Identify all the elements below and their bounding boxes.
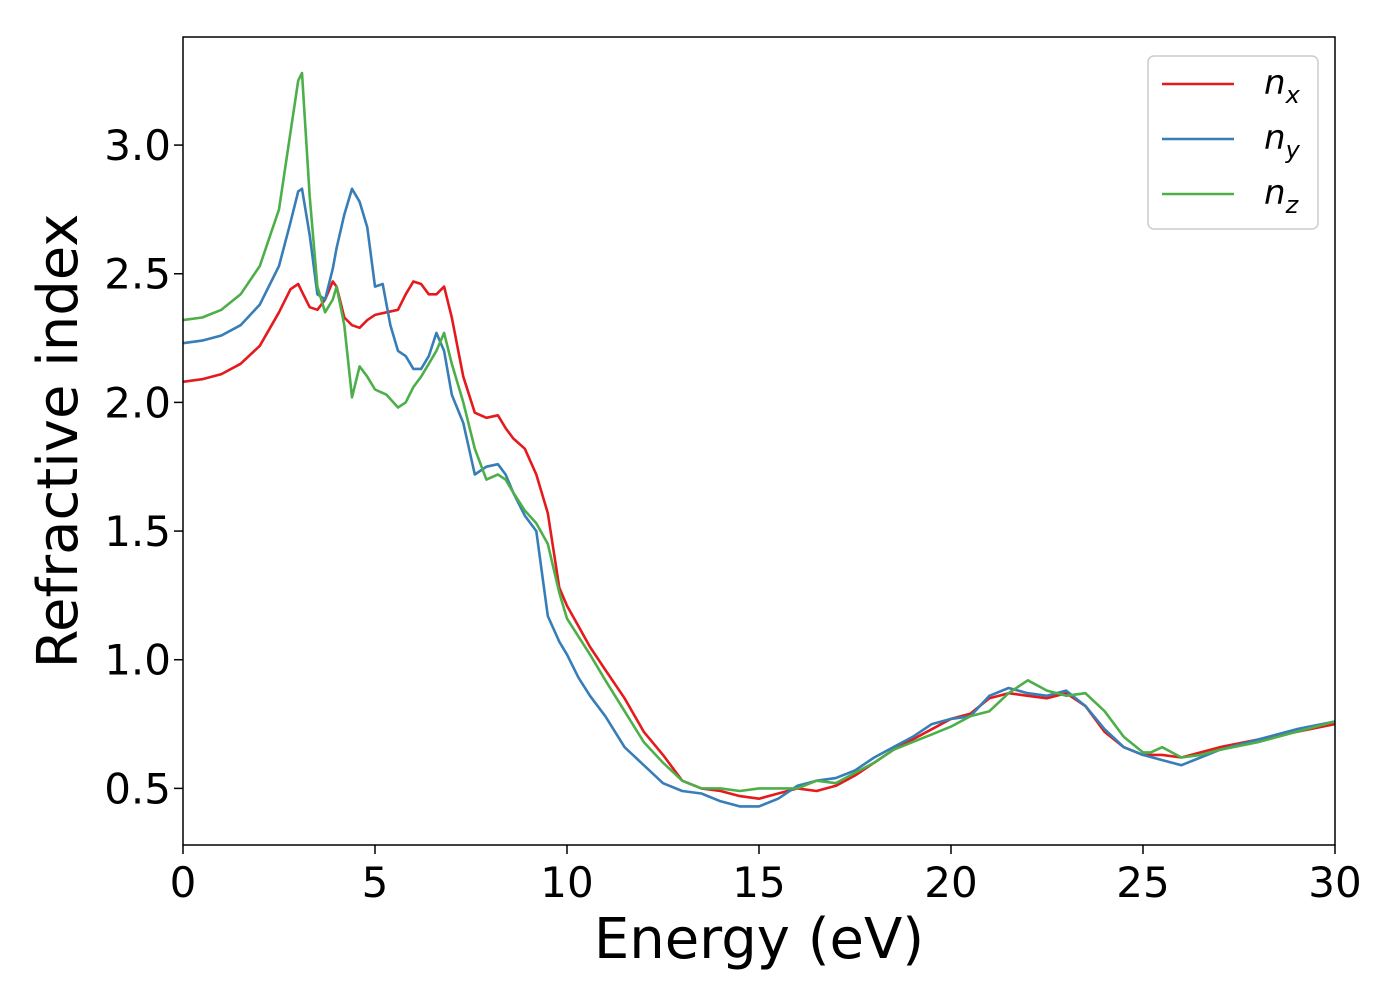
y-tick-label: 3.0	[104, 121, 171, 170]
y-tick-label: 2.0	[104, 378, 171, 427]
axes-layer: 0 5 10 15 20 25 30 0.5 1.0 1.5 2.0 2.5 3.0	[104, 121, 1362, 907]
legend-label-nx: nx	[1264, 63, 1301, 109]
series-layer	[182, 71, 1336, 808]
y-tick-label: 2.5	[104, 250, 171, 299]
x-axis-label: Energy (eV)	[594, 907, 924, 972]
x-tick-label: 0	[170, 858, 197, 907]
legend-subscript: z	[1285, 191, 1300, 219]
frame-layer	[182, 36, 1336, 846]
x-tick-label: 30	[1308, 858, 1361, 907]
x-tick-label: 15	[732, 858, 785, 907]
series-line-ny	[182, 187, 1336, 808]
series-line-nx	[182, 280, 1336, 800]
x-tick-label: 10	[540, 858, 593, 907]
plot-frame	[182, 36, 1336, 846]
legend-box	[1147, 55, 1319, 230]
y-tick-label: 1.5	[104, 507, 171, 556]
legend-subscript: y	[1285, 136, 1301, 164]
x-tick-label: 20	[924, 858, 977, 907]
series-line-nz	[182, 71, 1336, 793]
y-tick-label: 0.5	[104, 764, 171, 813]
legend-subscript: x	[1285, 81, 1301, 109]
x-tick-label: 5	[362, 858, 389, 907]
y-axis-label: Refractive index	[26, 214, 91, 669]
y-tick-label: 1.0	[104, 636, 171, 685]
x-tick-label: 25	[1116, 858, 1169, 907]
